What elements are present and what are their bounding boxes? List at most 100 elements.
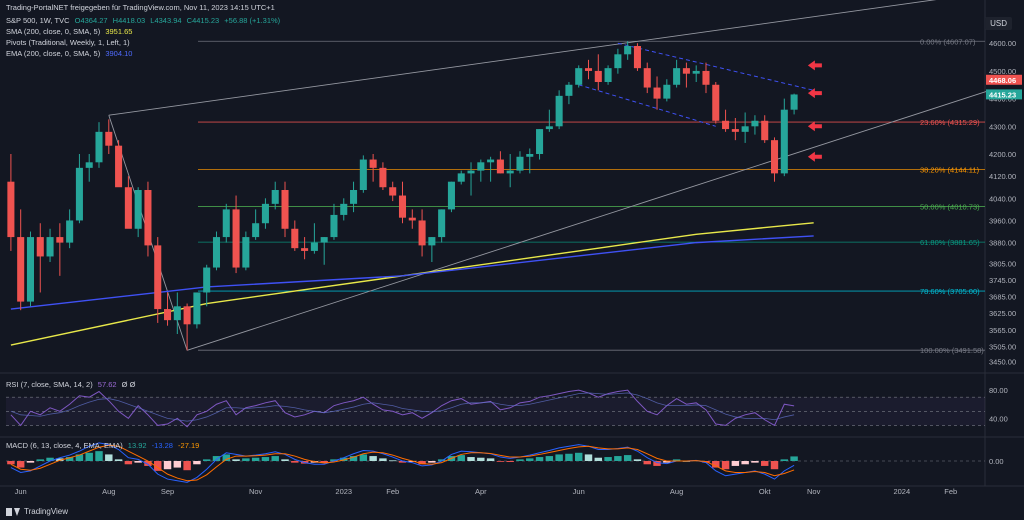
legend-pivots[interactable]: Pivots (Traditional, Weekly, 1, Left, 1) xyxy=(6,38,133,47)
candle xyxy=(770,137,779,182)
candle-body xyxy=(604,68,612,82)
candle xyxy=(261,198,269,229)
candle-body xyxy=(389,187,397,196)
candle xyxy=(526,148,534,174)
candle xyxy=(536,129,544,160)
candle-body xyxy=(164,309,172,321)
candle-body xyxy=(457,173,465,182)
macd-hist-bar xyxy=(545,456,554,461)
price-tick: 3505.00 xyxy=(989,342,1016,351)
candle-body xyxy=(291,228,299,249)
legend-rsi[interactable]: RSI (7, close, SMA, 14, 2) 57.62 Ø Ø xyxy=(6,380,138,389)
candle xyxy=(506,154,514,188)
candle-body xyxy=(359,159,367,190)
macd-hist-bar xyxy=(555,454,563,461)
candle-body xyxy=(790,94,798,110)
annotation-arrows xyxy=(807,60,822,162)
trend-line-3 xyxy=(617,42,814,91)
candle xyxy=(682,62,690,88)
legend-pivots-label: Pivots (Traditional, Weekly, 1, Left, 1) xyxy=(6,38,130,47)
candle-body xyxy=(438,209,446,238)
legend-sma-label: SMA (200, close, 0, SMA, 5) xyxy=(6,27,101,36)
macd-hist-bar xyxy=(330,459,338,461)
legend-ema[interactable]: EMA (200, close, 0, SMA, 5) 3904.10 xyxy=(6,49,135,58)
price-tick: 4600.00 xyxy=(989,39,1016,48)
macd-hist-bar xyxy=(85,452,93,461)
legend-ema-value: 3904.10 xyxy=(105,49,133,58)
macd-hist-bar xyxy=(95,451,103,461)
candle xyxy=(751,115,759,135)
candle-body xyxy=(682,68,690,74)
price-tick: 3625.00 xyxy=(989,309,1016,318)
macd-hist-bar xyxy=(614,456,622,461)
candle xyxy=(222,203,230,243)
candle xyxy=(584,59,593,80)
tradingview-logo[interactable]: TradingView xyxy=(6,507,68,516)
candle-body xyxy=(584,68,593,71)
macd-signal-line xyxy=(10,444,795,482)
candle-body xyxy=(614,54,622,69)
candle xyxy=(731,118,739,141)
macd-hist-bar xyxy=(516,459,524,461)
macd-hist-bar xyxy=(643,461,651,465)
candle-body xyxy=(271,190,279,204)
candle xyxy=(565,82,573,105)
macd-hist-bar xyxy=(770,461,779,470)
candle-body xyxy=(408,217,416,221)
candle-body xyxy=(545,126,553,130)
candle-body xyxy=(105,131,113,146)
candle xyxy=(154,237,162,323)
candle-body xyxy=(418,220,426,246)
macd-hist-bar xyxy=(193,461,201,465)
macd-hist-bar xyxy=(437,459,446,461)
red-arrow-1 xyxy=(807,88,822,99)
candle-body xyxy=(310,242,318,251)
price-tick: 3805.00 xyxy=(989,259,1016,268)
macd-hist-bar xyxy=(134,461,142,463)
macd-hist-bar xyxy=(526,458,534,461)
candle xyxy=(66,209,74,249)
macd-hist-bar xyxy=(790,456,798,461)
candle xyxy=(604,65,612,85)
legend-open: O4364.27 xyxy=(74,16,108,25)
candle xyxy=(85,154,93,182)
macd-hist-bar xyxy=(232,459,240,461)
macd-hist-bar xyxy=(271,456,279,461)
candle xyxy=(291,220,299,251)
candle xyxy=(340,198,348,221)
candle-body xyxy=(222,209,230,238)
macd-hist-bar xyxy=(712,461,720,468)
candle-body xyxy=(770,140,779,174)
macd-hist-bar xyxy=(359,454,368,461)
candle xyxy=(173,292,181,334)
candle-body xyxy=(467,170,475,174)
macd-hist-bar xyxy=(222,454,230,461)
macd-hist-bar xyxy=(242,458,250,461)
candle xyxy=(487,156,495,182)
candle xyxy=(232,195,240,274)
fib-label-4: 61.80% (3881.65) xyxy=(920,238,980,247)
legend-macd[interactable]: MACD (6, 13, close, 4, EMA, EMA) 13.92 -… xyxy=(6,441,202,450)
rsi-pane: 80.00 40.00 xyxy=(6,386,1008,428)
trend-line-4 xyxy=(578,84,716,127)
price-tick: 4200.00 xyxy=(989,150,1016,159)
legend-symbol[interactable]: S&P 500, 1W, TVC xyxy=(6,16,70,25)
candle xyxy=(164,292,172,326)
legend-sma[interactable]: SMA (200, close, 0, SMA, 5) 3951.65 xyxy=(6,27,135,36)
price-tick: 4120.00 xyxy=(989,172,1016,181)
moving-averages xyxy=(10,222,814,346)
currency-button[interactable]: USD xyxy=(985,17,1012,30)
fib-label-6: 100.00% (3491.58) xyxy=(920,346,984,355)
candle xyxy=(359,155,367,193)
macd-hist-bar xyxy=(202,459,211,461)
price-tick: 3880.00 xyxy=(989,239,1016,248)
candle xyxy=(17,209,25,311)
legend-main: S&P 500, 1W, TVC O4364.27 H4418.03 L4343… xyxy=(6,16,283,25)
time-tick: Feb xyxy=(386,487,399,496)
candle-body xyxy=(594,70,602,82)
candle-body xyxy=(301,248,309,251)
macd-hist-bar xyxy=(780,459,789,461)
candle xyxy=(203,264,211,307)
macd-hist-bar xyxy=(574,452,583,461)
